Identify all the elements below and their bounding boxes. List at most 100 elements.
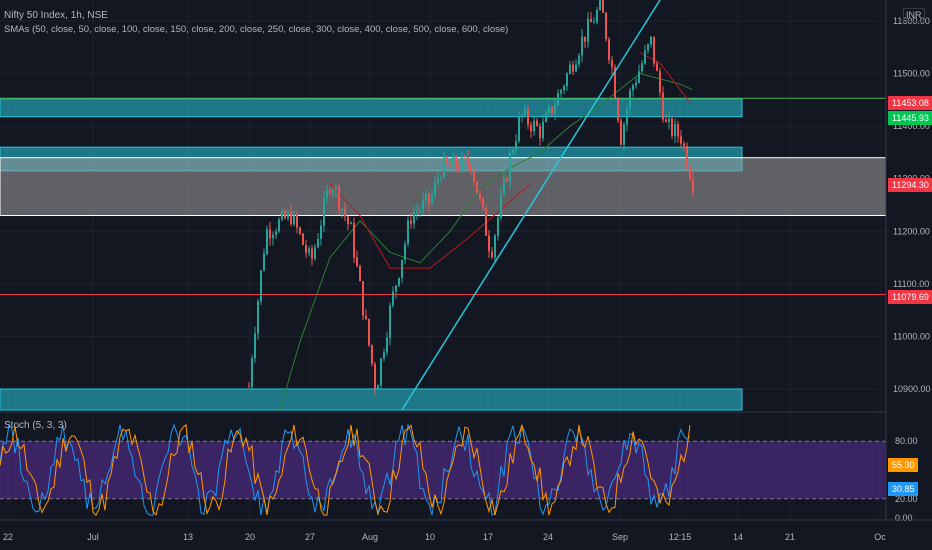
candle-body	[299, 227, 301, 234]
candle-body	[398, 277, 400, 286]
stoch-tick-label: 80.00	[895, 436, 918, 446]
price-tag-bg	[888, 178, 932, 192]
candle-body	[467, 157, 469, 166]
zone-supply	[0, 98, 743, 118]
candle-body	[251, 358, 253, 387]
stoch-band	[0, 441, 886, 499]
candle-body	[590, 18, 592, 23]
candle-body	[515, 141, 517, 150]
candle-body	[362, 281, 364, 316]
candle-body	[650, 36, 652, 45]
time-tick-label: 14	[733, 532, 743, 542]
candle-body	[539, 125, 541, 139]
candle-body	[455, 156, 457, 168]
candle-body	[566, 73, 568, 87]
candle-body	[560, 90, 562, 94]
candle-body	[287, 211, 289, 219]
sma-indicator-legend[interactable]: SMAs (50, close, 50, close, 100, close, …	[4, 24, 509, 35]
candle-body	[359, 265, 361, 282]
candle-body	[476, 181, 478, 194]
candle-body	[626, 109, 628, 125]
candle-body	[497, 217, 499, 236]
candle-body	[464, 155, 466, 158]
candle-body	[377, 385, 379, 389]
candle-body	[647, 44, 649, 51]
candle-body	[386, 337, 388, 353]
horizontal-levels	[0, 97, 886, 296]
time-axis[interactable]: 22 Jul 13 20 27 Aug 10 17 24 Sep 12:15 14 21 Oc	[0, 519, 932, 542]
candle-body	[677, 123, 679, 137]
candle-body	[653, 36, 655, 64]
candle-body	[254, 333, 256, 359]
candle-body	[323, 198, 325, 226]
candle-body	[608, 39, 610, 61]
stoch-legend[interactable]: Stoch (5, 3, 3)	[4, 420, 67, 431]
candle-body	[284, 210, 286, 219]
time-tick-label: Oc	[874, 532, 886, 542]
candle-body	[635, 82, 637, 86]
candle-body	[293, 214, 295, 225]
candle-body	[368, 318, 370, 345]
price-tick-label: 11100.00	[893, 279, 929, 289]
candle-body	[296, 214, 298, 228]
price-tag-bg	[888, 111, 932, 125]
candle-body	[518, 116, 520, 142]
candle-body	[416, 211, 418, 214]
stoch-k-line	[0, 423, 691, 516]
candle-body	[629, 90, 631, 110]
candle-body	[260, 270, 262, 302]
candle-body	[425, 193, 427, 201]
candle-body	[605, 12, 607, 40]
currency-badge[interactable]: INR	[903, 8, 925, 22]
symbol-title[interactable]: Nifty 50 Index, 1h, NSE	[4, 10, 108, 21]
candle-body	[491, 251, 493, 258]
time-tick-label: 24	[543, 532, 553, 542]
candle-body	[479, 193, 481, 199]
candle-body	[266, 229, 268, 254]
time-tick-label: Aug	[362, 532, 378, 542]
candle-body	[488, 235, 490, 252]
candle-body	[428, 193, 430, 203]
candle-body	[632, 85, 634, 91]
price-tag-label: 11294.30	[892, 180, 929, 190]
time-tick-label: 21	[785, 532, 795, 542]
candle-body	[506, 178, 508, 182]
candle-body	[317, 238, 319, 248]
candle-body	[659, 70, 661, 93]
candle-body	[530, 124, 532, 132]
candle-body	[437, 178, 439, 182]
candle-body	[449, 163, 451, 167]
stoch-tag-bg	[888, 482, 918, 496]
candle-body	[440, 177, 442, 179]
candle-body	[554, 105, 556, 114]
candle-body	[596, 9, 598, 23]
candle-body	[446, 157, 448, 164]
candle-body	[494, 235, 496, 258]
candle-body	[617, 97, 619, 121]
candle-body	[644, 50, 646, 64]
time-tick-label: Sep	[612, 532, 628, 542]
trendline[interactable]	[401, 0, 661, 411]
stoch-d-line	[0, 422, 691, 516]
candle-body	[470, 165, 472, 172]
candle-body	[533, 120, 535, 132]
candle-body	[689, 167, 691, 180]
candle-body	[692, 179, 694, 193]
candle-body	[671, 118, 673, 137]
candle-body	[584, 36, 586, 42]
candle-body	[344, 208, 346, 217]
price-zones	[0, 98, 887, 411]
candle-body	[683, 143, 685, 147]
sma-line	[279, 73, 693, 411]
candle-body	[641, 63, 643, 72]
candle-body	[599, 0, 601, 10]
candle-body	[413, 213, 415, 224]
candle-body	[338, 186, 340, 211]
candle-body	[335, 186, 337, 190]
candle-body	[563, 86, 565, 91]
candle-body	[623, 124, 625, 145]
candle-body	[569, 64, 571, 74]
time-tick-label: 27	[305, 532, 315, 542]
price-tag-label: 11079.69	[892, 292, 929, 302]
